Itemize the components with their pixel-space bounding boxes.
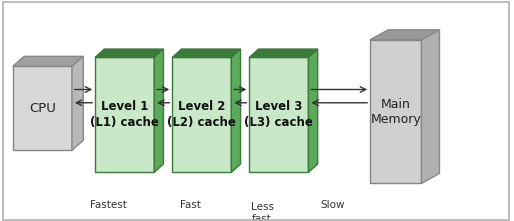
Text: Level 2
(L2) cache: Level 2 (L2) cache — [168, 100, 236, 130]
Polygon shape — [154, 49, 163, 172]
Text: Level 3
(L3) cache: Level 3 (L3) cache — [245, 100, 313, 130]
Bar — [13, 66, 72, 150]
Polygon shape — [172, 49, 241, 57]
Text: CPU: CPU — [29, 102, 56, 115]
Polygon shape — [421, 30, 439, 183]
Polygon shape — [231, 49, 241, 172]
Text: Less
fast: Less fast — [251, 202, 273, 221]
Bar — [370, 40, 421, 183]
Text: Slow: Slow — [321, 200, 345, 210]
Bar — [172, 57, 231, 172]
Bar — [95, 57, 154, 172]
Polygon shape — [249, 49, 318, 57]
Text: Fast: Fast — [180, 200, 200, 210]
Text: Fastest: Fastest — [89, 200, 126, 210]
Polygon shape — [95, 49, 163, 57]
Polygon shape — [72, 56, 83, 150]
Text: Level 1
(L1) cache: Level 1 (L1) cache — [90, 100, 159, 130]
Text: Main
Memory: Main Memory — [371, 98, 421, 126]
Polygon shape — [308, 49, 318, 172]
Bar — [249, 57, 308, 172]
Polygon shape — [370, 30, 439, 40]
Polygon shape — [13, 56, 83, 66]
